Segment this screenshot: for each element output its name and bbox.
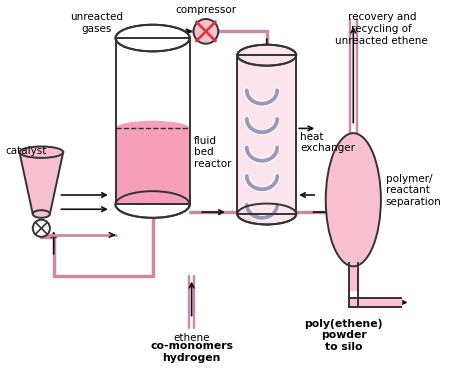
Ellipse shape xyxy=(116,25,190,51)
Text: co-monomers
hydrogen: co-monomers hydrogen xyxy=(150,341,233,363)
Ellipse shape xyxy=(326,133,381,266)
Text: ethene: ethene xyxy=(173,333,210,343)
Bar xyxy=(116,38,190,204)
Polygon shape xyxy=(19,152,63,214)
Bar xyxy=(237,55,296,214)
Ellipse shape xyxy=(116,191,190,218)
Circle shape xyxy=(194,19,218,44)
Bar xyxy=(116,128,190,204)
Circle shape xyxy=(33,220,50,237)
Ellipse shape xyxy=(237,204,296,224)
Text: polymer/
reactant
separation: polymer/ reactant separation xyxy=(386,174,441,207)
Text: heat
exchanger: heat exchanger xyxy=(300,132,355,154)
Bar xyxy=(116,38,190,204)
Ellipse shape xyxy=(237,45,296,66)
Ellipse shape xyxy=(19,146,63,158)
Text: fluid
bed
reactor: fluid bed reactor xyxy=(194,135,231,169)
Text: compressor: compressor xyxy=(176,5,236,15)
Text: catalyst: catalyst xyxy=(5,145,46,155)
Text: recovery and
recycling of
unreacted ethene: recovery and recycling of unreacted ethe… xyxy=(335,13,428,45)
Ellipse shape xyxy=(33,210,50,218)
Text: poly(ethene)
powder
to silo: poly(ethene) powder to silo xyxy=(305,319,383,352)
Text: unreacted
gases: unreacted gases xyxy=(70,13,123,34)
Bar xyxy=(237,55,296,214)
Ellipse shape xyxy=(116,121,190,136)
